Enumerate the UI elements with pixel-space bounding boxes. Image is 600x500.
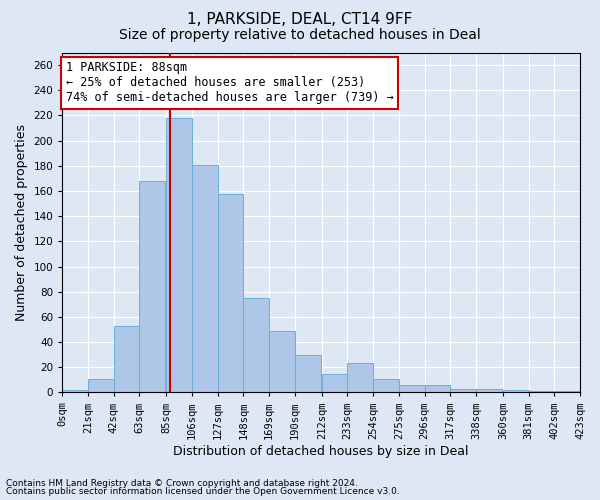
Bar bbox=[425, 385, 450, 392]
X-axis label: Distribution of detached houses by size in Deal: Distribution of detached houses by size … bbox=[173, 444, 469, 458]
Text: Size of property relative to detached houses in Deal: Size of property relative to detached ho… bbox=[119, 28, 481, 42]
Bar bbox=[503, 390, 529, 392]
Y-axis label: Number of detached properties: Number of detached properties bbox=[15, 124, 28, 321]
Text: 1 PARKSIDE: 88sqm
← 25% of detached houses are smaller (253)
74% of semi-detache: 1 PARKSIDE: 88sqm ← 25% of detached hous… bbox=[66, 62, 394, 104]
Bar bbox=[88, 378, 114, 392]
Bar bbox=[295, 354, 320, 393]
Bar bbox=[269, 330, 295, 392]
Bar bbox=[166, 118, 192, 392]
Bar bbox=[62, 390, 88, 392]
Text: 1, PARKSIDE, DEAL, CT14 9FF: 1, PARKSIDE, DEAL, CT14 9FF bbox=[187, 12, 413, 28]
Bar bbox=[450, 388, 476, 392]
Bar bbox=[373, 378, 399, 392]
Bar bbox=[114, 326, 139, 392]
Bar bbox=[322, 374, 347, 392]
Text: Contains HM Land Registry data © Crown copyright and database right 2024.: Contains HM Land Registry data © Crown c… bbox=[6, 478, 358, 488]
Bar bbox=[218, 194, 244, 392]
Text: Contains public sector information licensed under the Open Government Licence v3: Contains public sector information licen… bbox=[6, 487, 400, 496]
Bar bbox=[192, 164, 218, 392]
Bar bbox=[476, 388, 502, 392]
Bar bbox=[139, 181, 165, 392]
Bar bbox=[529, 391, 554, 392]
Bar bbox=[554, 391, 580, 392]
Bar bbox=[244, 298, 269, 392]
Bar bbox=[347, 364, 373, 392]
Bar bbox=[399, 385, 425, 392]
